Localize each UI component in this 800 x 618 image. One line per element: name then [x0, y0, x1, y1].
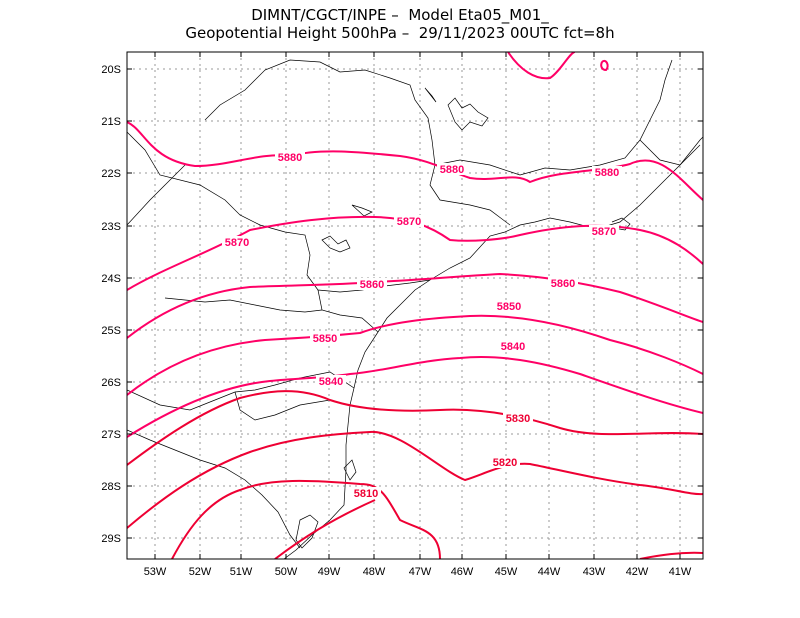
lon-tick-label: 47W [409, 566, 432, 578]
lagoon-outline [295, 514, 319, 549]
contour-5850 [127, 314, 703, 396]
geographic-boundaries [127, 59, 703, 559]
lat-tick-label: 22S [101, 168, 121, 180]
contour-label: 5870 [397, 216, 421, 228]
lon-tick-label: 43W [583, 566, 606, 578]
contour-label: 5830 [506, 413, 530, 425]
reservoir [321, 235, 351, 253]
contour-label-bg [503, 412, 533, 424]
lat-tick-label: 27S [101, 429, 121, 441]
contour-label: 5870 [592, 226, 616, 238]
lon-tick-label: 44W [538, 566, 561, 578]
lat-tick-label: 25S [101, 325, 121, 337]
contour-label: 5810 [354, 488, 378, 500]
contour-5810 [639, 551, 703, 559]
reservoir [424, 87, 437, 103]
title-line-1: DIMNT/CGCT/INPE – Model Eta05_M01_ [251, 6, 549, 24]
contour-label-bg [357, 278, 387, 290]
state-border [234, 391, 349, 421]
contour-label: 5850 [497, 301, 521, 313]
contour-label-bg [592, 166, 622, 178]
contour-label: 5820 [493, 457, 517, 469]
axis-tick-labels: 20S 21S 22S 23S 24S 25S 26S 27S 28S 29S 53W 52W 51W 5… [101, 64, 692, 578]
lat-tick-label: 23S [101, 221, 121, 233]
contour-labels: 5880 5880 5880 5870 5870 5870 5860 5860 5850 5850… [222, 151, 622, 500]
state-border [204, 59, 511, 226]
contour-label: 5880 [595, 167, 619, 179]
contour-label-bg [548, 277, 578, 289]
lat-tick-label: 29S [101, 533, 121, 545]
contour-label: 5870 [225, 237, 249, 249]
contour-label-bg [310, 332, 340, 344]
contour-label-bg [351, 487, 381, 499]
reservoir [447, 97, 489, 131]
contour-label-bg [490, 456, 520, 468]
axis-ticks [127, 52, 703, 559]
contour-label-bg [437, 163, 467, 175]
lon-tick-label: 53W [144, 566, 167, 578]
bay-outline [611, 217, 631, 231]
lon-tick-label: 49W [318, 566, 341, 578]
contour-label-bg [589, 225, 619, 237]
contour-5810 [171, 479, 441, 559]
plot-frame [126, 51, 704, 560]
contour-label-bg [275, 151, 305, 163]
contour-label-bg [222, 236, 252, 248]
lon-tick-label: 51W [230, 566, 253, 578]
contour-5820 [127, 430, 703, 529]
contour-label: 5860 [551, 278, 575, 290]
contour-label: 5840 [501, 341, 525, 353]
lat-tick-label: 21S [101, 116, 121, 128]
lon-tick-label: 41W [669, 566, 692, 578]
lon-tick-label: 50W [275, 566, 298, 578]
contour-5840 [127, 355, 703, 438]
lon-tick-label: 45W [495, 566, 518, 578]
state-border [127, 371, 355, 411]
contour-5830 [127, 390, 703, 466]
lon-tick-label: 52W [189, 566, 212, 578]
contour-label: 5880 [440, 164, 464, 176]
contour-5810 [274, 499, 376, 559]
contour-label: 5850 [313, 333, 337, 345]
contour-label: 5880 [278, 152, 302, 164]
lat-tick-label: 24S [101, 273, 121, 285]
state-border [434, 59, 673, 176]
contour-5880 [127, 121, 703, 201]
height-contours [127, 52, 703, 559]
contour-label-bg [494, 300, 524, 312]
contour-5880 [600, 60, 609, 72]
contour-label-bg [316, 375, 346, 387]
chart-title: DIMNT/CGCT/INPE – Model Eta05_M01_ Geopo… [0, 6, 800, 42]
contour-label-bg [498, 340, 528, 352]
contour-5860 [127, 272, 703, 339]
contour-label: 5860 [360, 279, 384, 291]
state-border [127, 429, 301, 549]
grid-lines [127, 52, 703, 559]
state-border [127, 164, 186, 226]
lon-tick-label: 42W [626, 566, 649, 578]
state-border [639, 139, 701, 166]
lon-tick-label: 46W [451, 566, 474, 578]
contour-5880 [507, 52, 576, 80]
lat-tick-label: 28S [101, 481, 121, 493]
state-border [317, 289, 379, 333]
contour-label: 5840 [319, 376, 343, 388]
contour-5870 [127, 215, 703, 291]
lagoon-outline [343, 459, 357, 481]
contour-label-bg [394, 215, 424, 227]
lon-tick-label: 48W [363, 566, 386, 578]
lat-tick-label: 26S [101, 377, 121, 389]
state-border [164, 297, 323, 313]
lat-tick-label: 20S [101, 64, 121, 76]
title-line-2: Geopotential Height 500hPa – 29/11/2023 … [185, 24, 615, 42]
reservoir [351, 204, 373, 217]
coastline [283, 136, 703, 559]
